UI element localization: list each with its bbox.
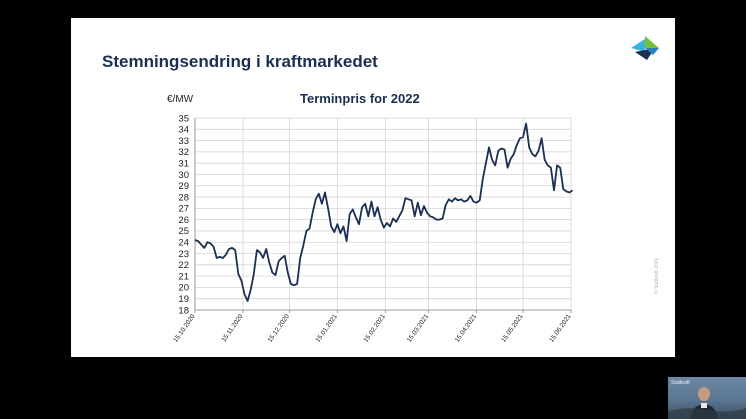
- x-tick-label: 15.03.2021: [406, 313, 431, 344]
- x-tick-label: 15.10.2020: [172, 313, 197, 344]
- y-tick-label: 27: [178, 204, 189, 215]
- y-tick-label: 23: [178, 249, 189, 260]
- y-tick-label: 32: [178, 147, 189, 158]
- webcam-presenter-icon: [668, 387, 746, 419]
- price-series-line: [194, 122, 574, 302]
- x-tick-label: 15.11.2020: [220, 313, 244, 344]
- y-tick-label: 25: [178, 226, 189, 237]
- chart-title: Terminpris for 2022: [300, 91, 420, 106]
- y-tick-label: 18: [178, 305, 189, 316]
- y-tick-label: 29: [178, 181, 189, 192]
- x-tick-label: 15.02.2021: [363, 313, 388, 344]
- y-tick-label: 35: [178, 113, 189, 124]
- y-tick-label: 24: [178, 238, 189, 249]
- y-tick-label: 31: [178, 158, 189, 169]
- y-tick-label: 20: [178, 283, 189, 294]
- y-tick-label: 30: [178, 170, 189, 181]
- x-tick-label: 15.04.2021: [454, 313, 479, 344]
- x-tick-label: 15.06.2021: [548, 313, 573, 344]
- presentation-slide: Stemningsendring i kraftmarkedet €/MW Te…: [71, 18, 675, 357]
- copyright-note: © Statkraft 2021: [654, 257, 660, 294]
- video-logo-label: Statkraft: [671, 380, 690, 386]
- y-tick-label: 34: [178, 125, 189, 136]
- y-tick-label: 33: [178, 136, 189, 147]
- x-tick-label: 15.05.2021: [500, 313, 525, 344]
- y-tick-label: 26: [178, 215, 189, 226]
- slide-title: Stemningsendring i kraftmarkedet: [102, 52, 378, 71]
- x-tick-label: 15.12.2020: [267, 313, 292, 344]
- y-axis-unit-label: €/MW: [167, 94, 194, 105]
- statkraft-logo-icon: [631, 36, 659, 60]
- x-tick-label: 15.01.2021: [315, 313, 340, 344]
- y-tick-label: 19: [178, 294, 189, 305]
- y-tick-label: 21: [178, 271, 189, 282]
- y-tick-label: 28: [178, 192, 189, 203]
- presenter-video-thumbnail[interactable]: Statkraft: [668, 377, 746, 419]
- y-tick-label: 22: [178, 260, 189, 271]
